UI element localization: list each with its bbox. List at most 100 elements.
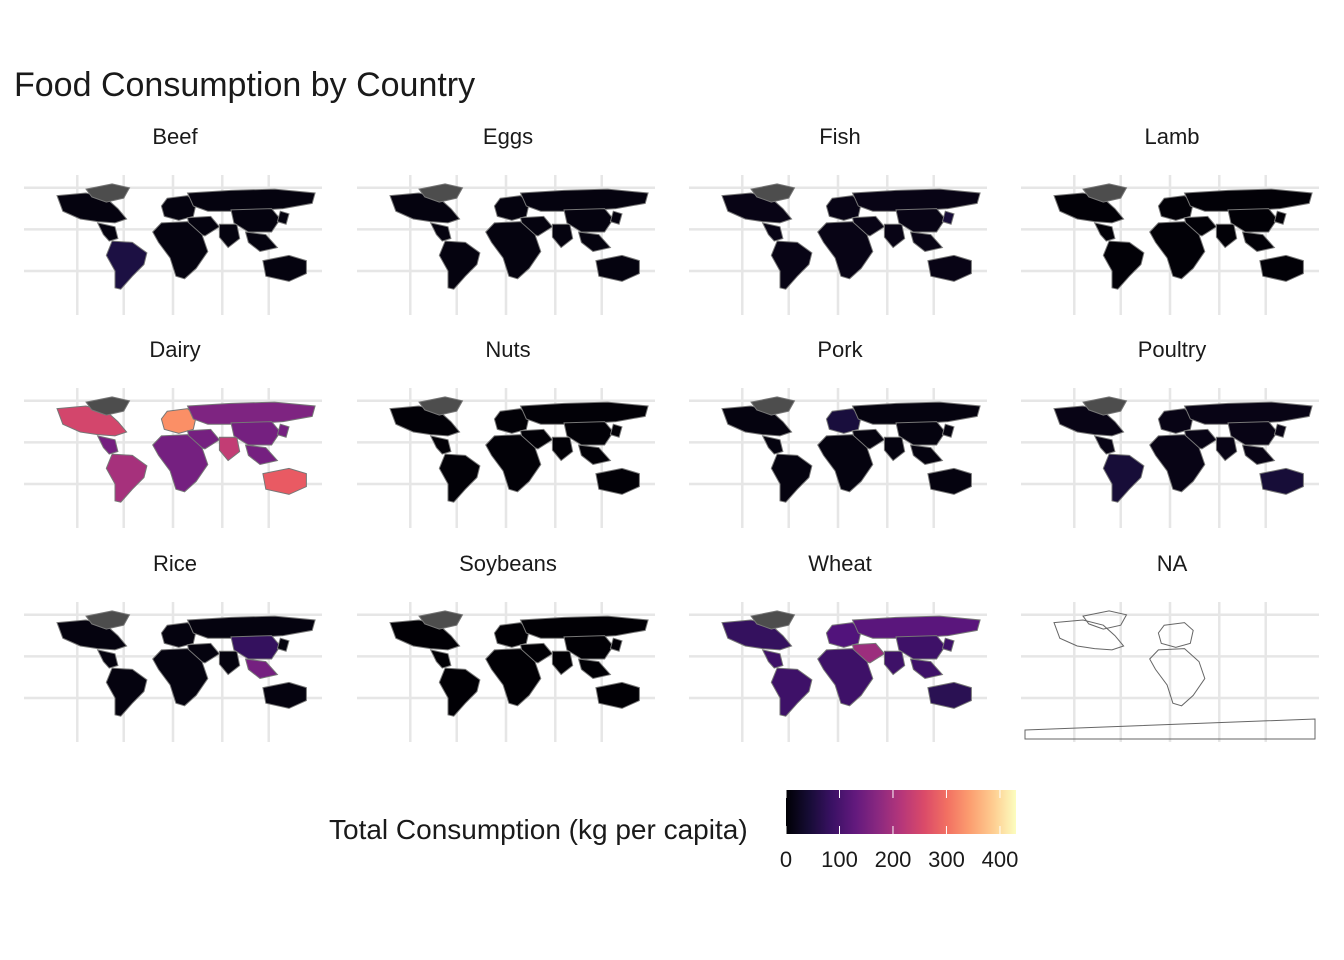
country-greenland (418, 183, 464, 203)
country-china (895, 208, 946, 233)
country-east-asia (941, 210, 955, 225)
country-southeast-asia (577, 444, 612, 466)
facet-label: Fish (819, 124, 861, 149)
country-greenland (85, 183, 131, 203)
country-russia (1183, 188, 1313, 212)
country-southeast-asia (909, 231, 944, 253)
country-australia (1259, 467, 1304, 495)
country-east-asia (609, 637, 623, 652)
country-south-america (770, 240, 813, 290)
country-southeast-asia (1241, 231, 1276, 253)
country-greenland (1082, 396, 1128, 416)
country-southeast-asia (1241, 444, 1276, 466)
country-central-america (96, 649, 119, 669)
country-australia (595, 467, 640, 495)
country-china (563, 635, 614, 660)
facet-panel-lamb: Lamb (1021, 124, 1319, 315)
country-australia (595, 254, 640, 282)
country-india (1215, 436, 1238, 462)
country-china (230, 208, 281, 233)
legend-tick-label: 300 (928, 847, 965, 872)
country-east-asia (941, 637, 955, 652)
country-india (218, 650, 241, 676)
country-china (1227, 421, 1278, 446)
country-russia (1183, 401, 1313, 425)
country-russia (186, 615, 316, 639)
facet-label: Poultry (1138, 337, 1206, 362)
facet-label: Beef (152, 124, 198, 149)
country-north-america (1053, 619, 1125, 651)
country-greenland (85, 396, 131, 416)
country-australia (262, 681, 307, 709)
country-australia (595, 681, 640, 709)
country-africa (817, 434, 874, 493)
facet-panel-fish: Fish (689, 124, 987, 315)
country-india (883, 650, 906, 676)
country-south-america (438, 667, 481, 717)
country-india (883, 223, 906, 249)
country-southeast-asia (244, 444, 279, 466)
country-central-america (761, 649, 784, 669)
country-greenland (1082, 610, 1128, 630)
country-china (563, 208, 614, 233)
facet-panel-na: NA (1021, 551, 1319, 742)
country-australia (1259, 254, 1304, 282)
facet-panel-pork: Pork (689, 337, 987, 528)
country-east-asia (941, 423, 955, 438)
country-central-america (1093, 222, 1116, 242)
legend-tick-label: 400 (982, 847, 1019, 872)
country-central-america (96, 435, 119, 455)
country-africa (817, 221, 874, 280)
country-southeast-asia (577, 658, 612, 680)
country-east-asia (609, 210, 623, 225)
facet-panel-rice: Rice (24, 551, 322, 742)
country-east-asia (276, 210, 290, 225)
country-russia (186, 188, 316, 212)
country-africa (485, 648, 542, 707)
chart-title: Food Consumption by Country (14, 66, 476, 104)
country-south-america (105, 667, 148, 717)
country-central-america (429, 649, 452, 669)
country-india (218, 223, 241, 249)
facet-label: Pork (817, 337, 863, 362)
country-russia (519, 615, 649, 639)
country-europe (1157, 622, 1194, 648)
country-india (551, 223, 574, 249)
country-australia (927, 254, 972, 282)
country-russia (851, 615, 981, 639)
facet-panel-soybeans: Soybeans (357, 551, 655, 742)
country-india (551, 650, 574, 676)
facet-label: Rice (153, 551, 197, 576)
facet-panel-nuts: Nuts (357, 337, 655, 528)
country-south-america (438, 240, 481, 290)
country-india (551, 436, 574, 462)
facet-panel-beef: Beef (24, 124, 322, 315)
facet-label: Eggs (483, 124, 533, 149)
legend-colorbar (786, 790, 1016, 834)
country-africa (152, 434, 209, 493)
country-greenland (418, 396, 464, 416)
country-greenland (418, 610, 464, 630)
country-india (883, 436, 906, 462)
country-africa (1149, 221, 1206, 280)
legend-title: Total Consumption (kg per capita) (329, 814, 748, 845)
country-africa (1149, 434, 1206, 493)
country-australia (927, 467, 972, 495)
country-greenland (750, 396, 796, 416)
country-greenland (750, 610, 796, 630)
country-russia (186, 401, 316, 425)
country-south-america (105, 453, 148, 503)
country-africa (817, 648, 874, 707)
country-africa (485, 434, 542, 493)
country-south-america (1102, 453, 1145, 503)
facet-label: Wheat (808, 551, 872, 576)
facet-panel-eggs: Eggs (357, 124, 655, 315)
country-southeast-asia (244, 231, 279, 253)
facet-label: Lamb (1144, 124, 1199, 149)
country-africa (152, 221, 209, 280)
country-africa (1149, 648, 1206, 707)
country-east-asia (276, 423, 290, 438)
country-south-america (770, 667, 813, 717)
facet-label: Dairy (149, 337, 200, 362)
country-central-america (96, 222, 119, 242)
